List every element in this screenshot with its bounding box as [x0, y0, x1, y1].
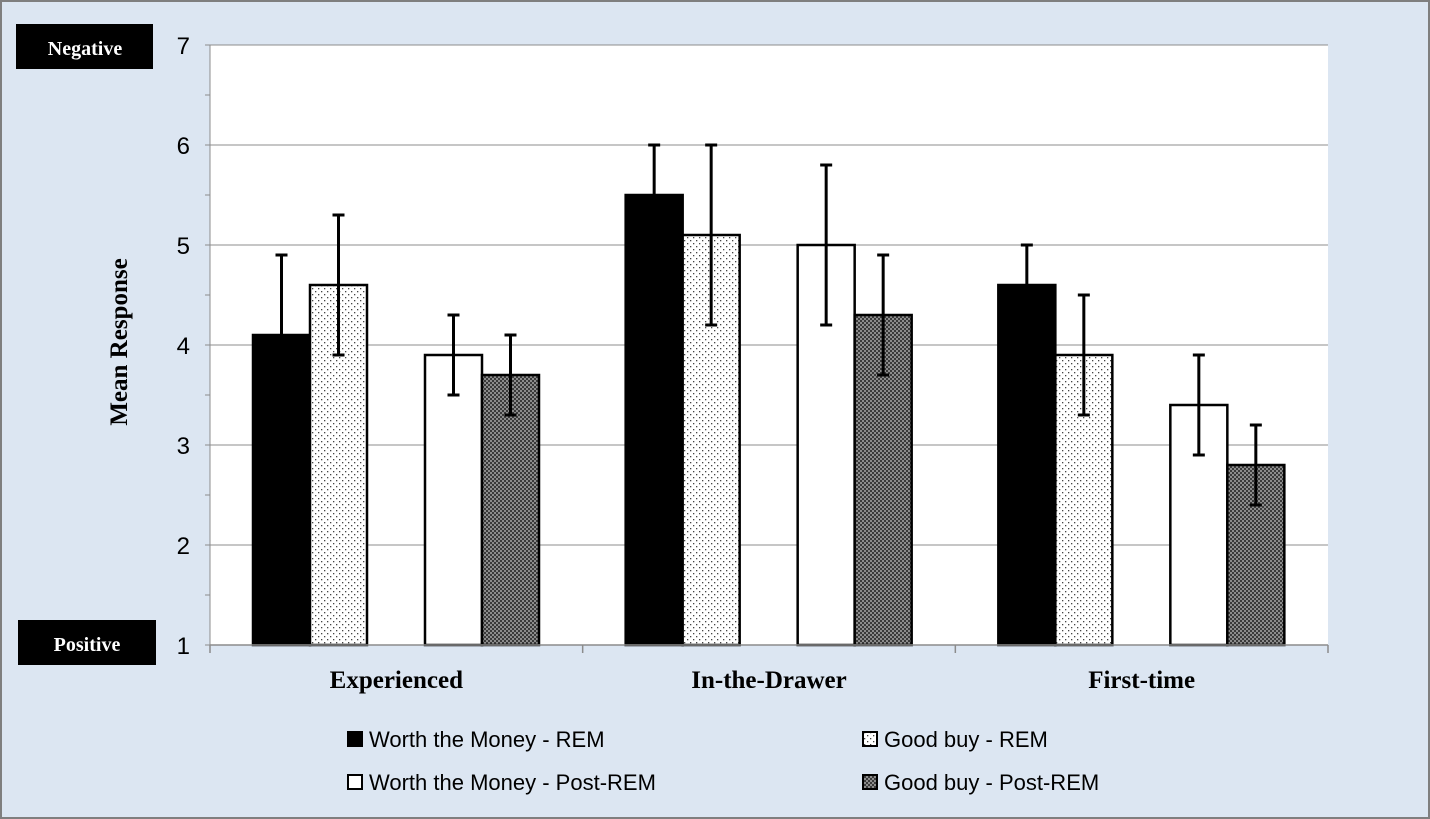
legend: Worth the Money - REM Good buy - REM Worth…	[347, 727, 1099, 795]
error-bars	[275, 143, 1262, 507]
legend-entry: Worth the Money - REM	[369, 727, 605, 752]
x-tick-label: In-the-Drawer	[691, 667, 847, 694]
x-tick-label: First-time	[1088, 667, 1195, 694]
bar	[423, 353, 484, 647]
legend-entry: Good buy - REM	[884, 727, 1048, 752]
y-tick-label: 5	[177, 233, 190, 260]
positive-tag: Positive	[18, 620, 156, 665]
y-tick-label: 6	[177, 133, 190, 160]
x-axis: Experienced In-the-Drawer First-time	[209, 644, 1329, 694]
legend-swatch	[347, 774, 363, 790]
y-tick-label: 3	[177, 433, 190, 460]
legend-entry: Worth the Money - Post-REM	[369, 770, 656, 795]
negative-tag-label: Negative	[48, 38, 123, 60]
y-tick-label: 2	[177, 533, 190, 560]
legend-entry: Good buy - Post-REM	[884, 770, 1099, 795]
bars	[251, 193, 1286, 647]
y-axis-ticks: 1 2 3 4 5 6 7	[177, 33, 211, 660]
positive-tag-label: Positive	[54, 634, 121, 656]
bar	[997, 283, 1057, 647]
legend-swatch	[347, 731, 363, 747]
y-tick-label: 4	[177, 333, 190, 360]
legend-swatch	[862, 731, 878, 747]
gridlines	[210, 44, 1328, 546]
negative-tag: Negative	[16, 24, 153, 69]
legend-swatch	[862, 774, 878, 790]
y-tick-label: 7	[177, 33, 190, 60]
y-tick-label: 1	[177, 633, 190, 660]
x-tick-label: Experienced	[330, 667, 463, 694]
y-axis-label: Mean Response	[106, 258, 133, 425]
bar	[624, 193, 684, 647]
bar	[480, 373, 541, 647]
